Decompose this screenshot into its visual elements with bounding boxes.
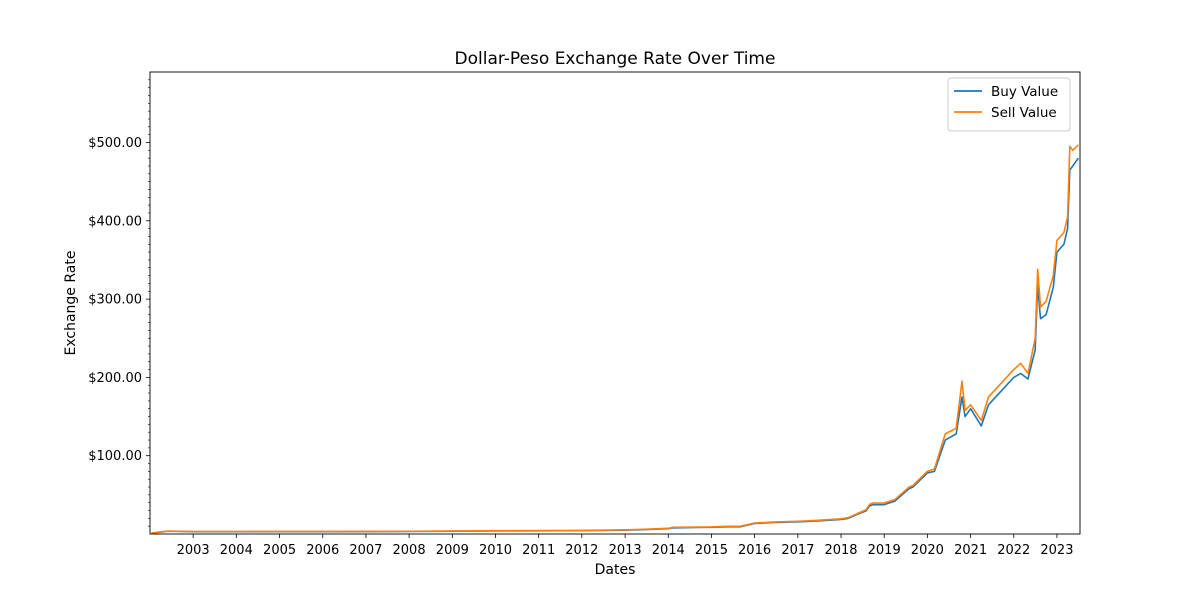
x-tick-label: 2011 — [522, 543, 555, 558]
x-tick-label: 2009 — [436, 543, 469, 558]
x-tick-label: 2019 — [868, 543, 901, 558]
y-tick-label: $300.00 — [88, 293, 142, 308]
x-tick-label: 2017 — [781, 543, 814, 558]
plot-area — [151, 144, 1079, 534]
legend-label-sell: Sell Value — [991, 105, 1057, 121]
series-line-buy — [151, 157, 1079, 534]
x-tick-label: 2023 — [1040, 543, 1073, 558]
x-tick-label: 2013 — [609, 543, 642, 558]
x-tick-label: 2014 — [652, 543, 685, 558]
x-tick-label: 2022 — [997, 543, 1030, 558]
y-tick-label: $400.00 — [88, 214, 142, 229]
x-tick-label: 2021 — [954, 543, 987, 558]
y-tick-label: $100.00 — [88, 449, 142, 464]
x-tick-label: 2003 — [177, 543, 210, 558]
x-tick-label: 2015 — [695, 543, 728, 558]
y-tick-label: $200.00 — [88, 371, 142, 386]
x-tick-label: 2012 — [565, 543, 598, 558]
axes-frame — [149, 71, 1081, 535]
chart-title: Dollar-Peso Exchange Rate Over Time — [455, 49, 776, 69]
legend-label-buy: Buy Value — [991, 84, 1058, 100]
x-tick-label: 2005 — [263, 543, 296, 558]
y-tick-label: $500.00 — [88, 136, 142, 151]
legend: Buy Value Sell Value — [947, 77, 1071, 132]
x-tick-label: 2007 — [349, 543, 382, 558]
x-tick-label: 2008 — [393, 543, 426, 558]
y-axis-label: Exchange Rate — [63, 251, 79, 356]
x-tick-label: 2006 — [306, 543, 339, 558]
x-tick-label: 2020 — [911, 543, 944, 558]
x-tick-label: 2004 — [220, 543, 253, 558]
x-axis-label: Dates — [595, 562, 636, 578]
series-line-sell — [151, 144, 1079, 534]
axes: $100.00 $200.00 $300.00 $400.00 $500.00 2003 2… — [88, 71, 1081, 558]
x-tick-label: 2018 — [824, 543, 857, 558]
x-tick-label: 2010 — [479, 543, 512, 558]
x-tick-label: 2016 — [738, 543, 771, 558]
